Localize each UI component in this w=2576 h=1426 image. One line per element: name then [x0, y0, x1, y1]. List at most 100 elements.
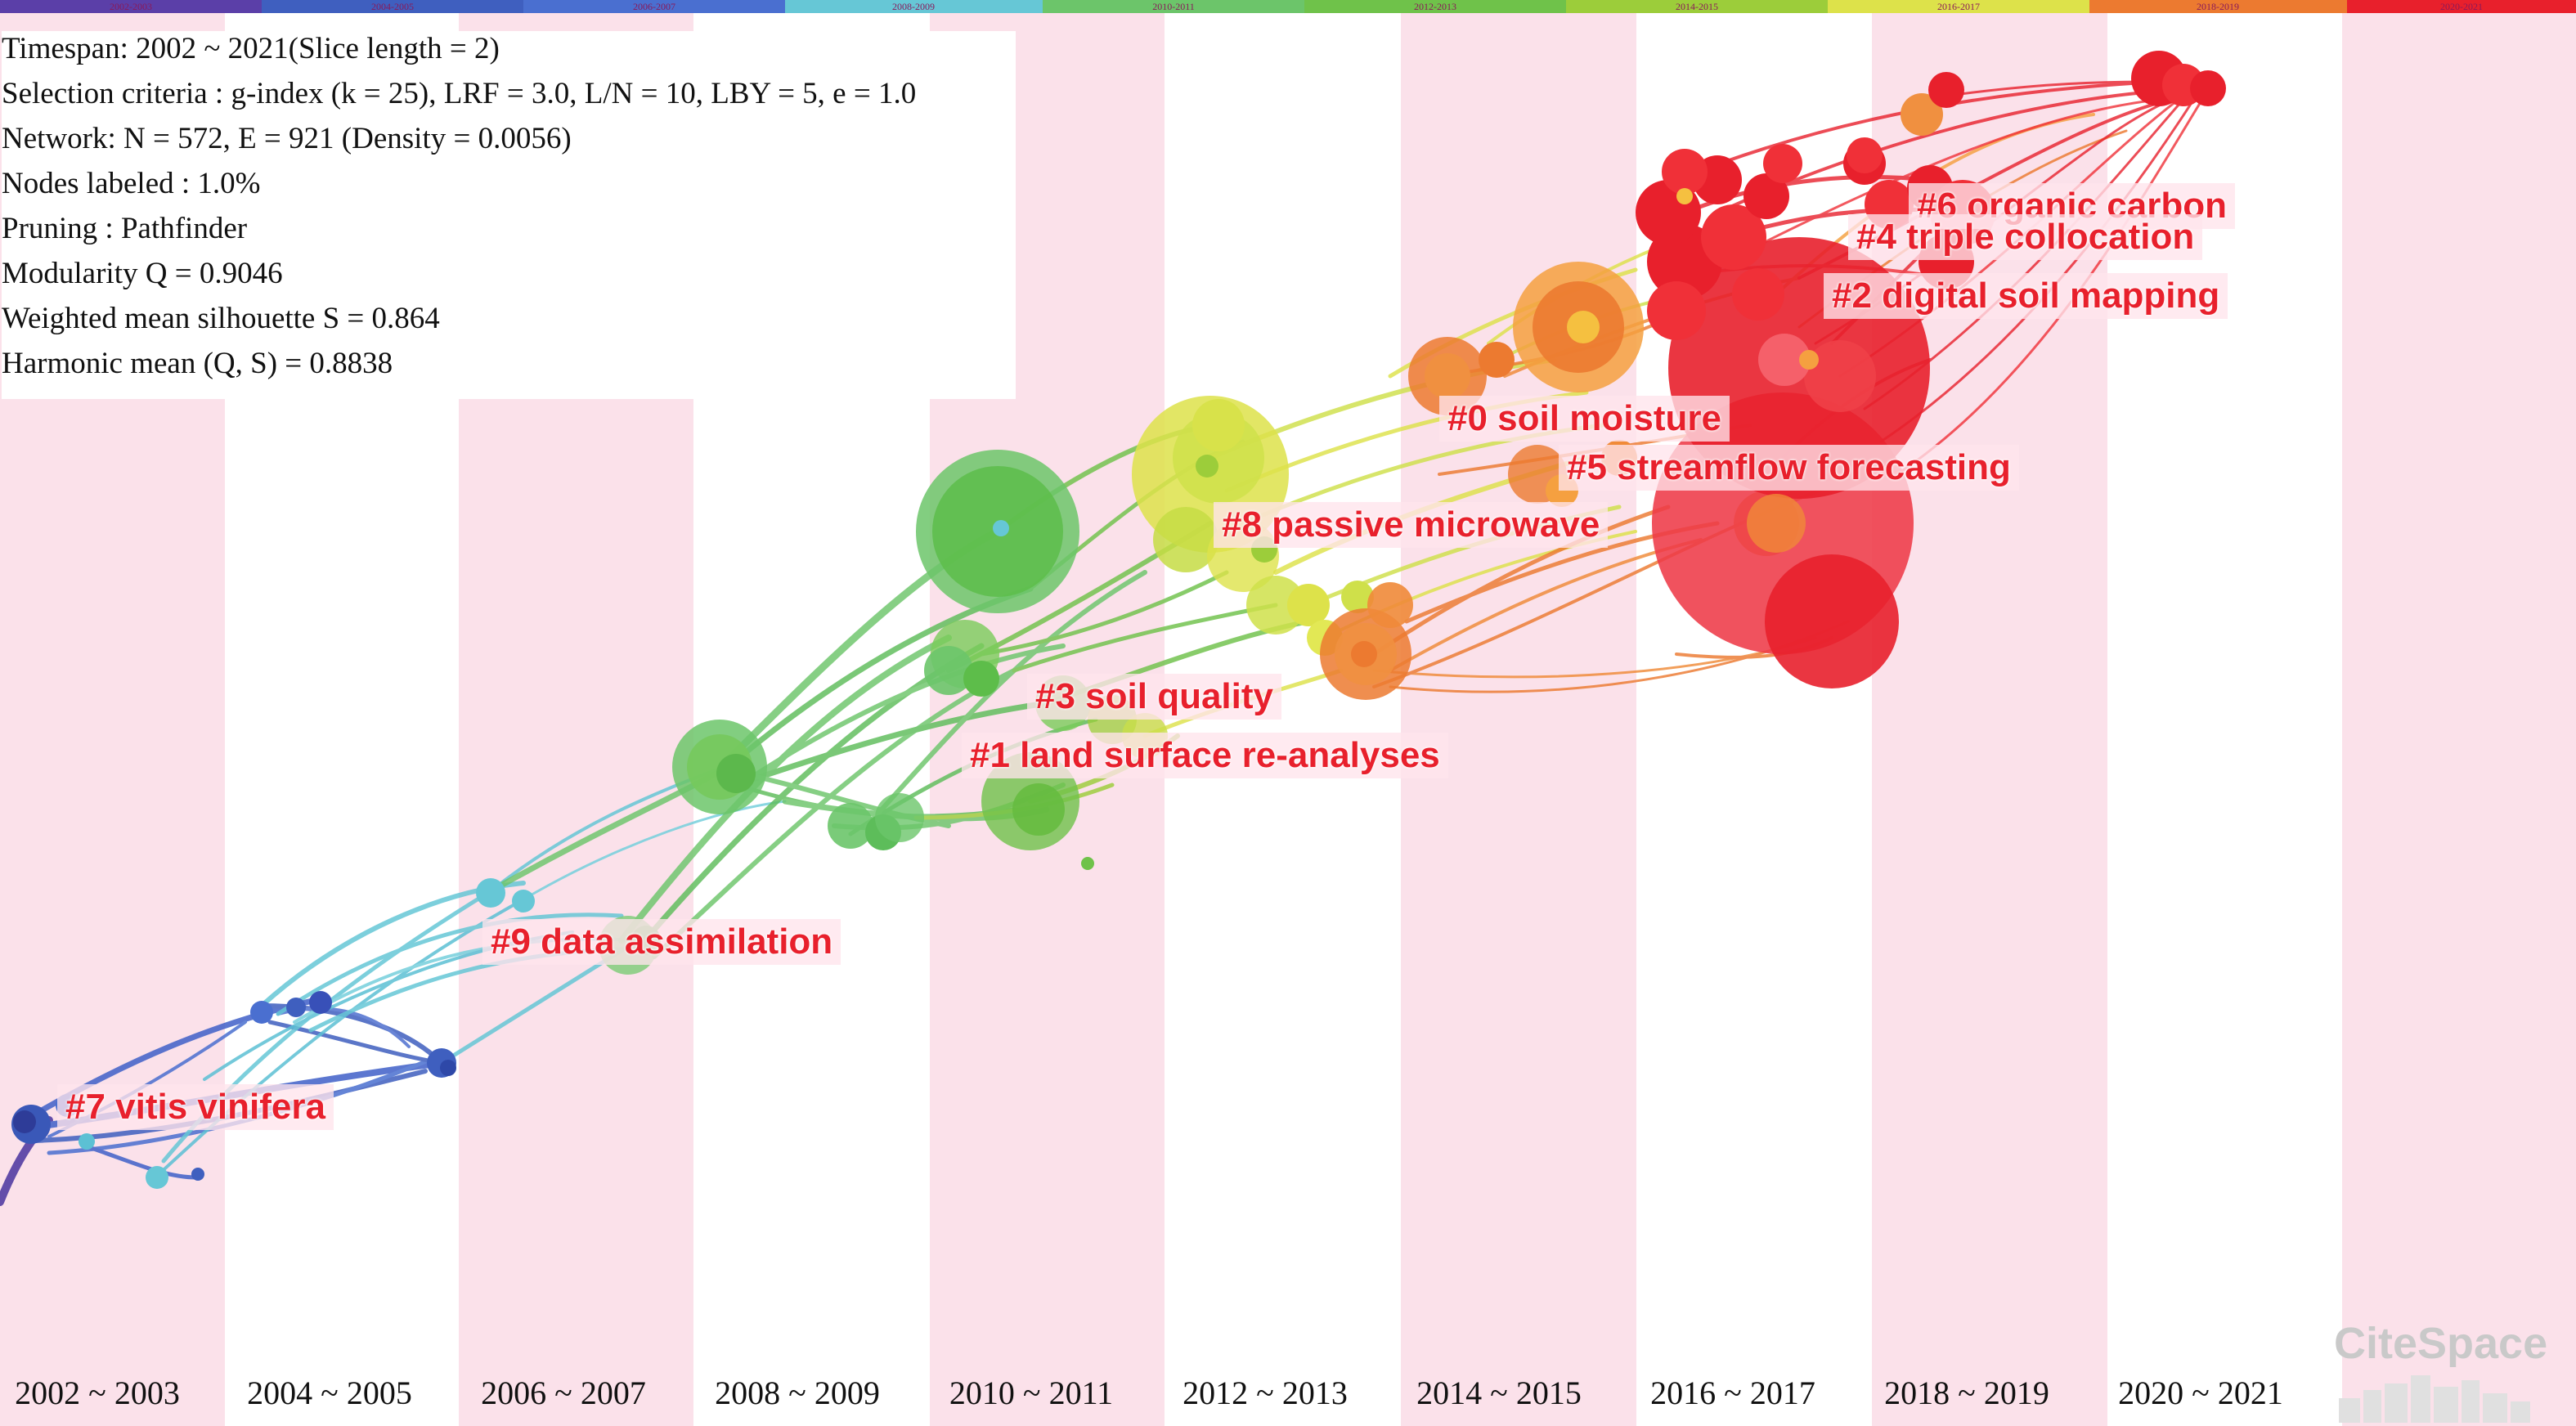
cluster-label-2: #2 digital soil mapping — [1824, 273, 2228, 319]
cluster-label-9: #9 data assimilation — [482, 919, 841, 965]
network-link — [652, 668, 1016, 959]
network-node — [1799, 350, 1819, 370]
network-link — [979, 570, 1229, 657]
time-color-label: 2008-2009 — [892, 1, 935, 12]
network-node — [1928, 72, 1964, 108]
time-color-segment — [2089, 0, 2347, 13]
network-link — [1012, 603, 1278, 673]
network-node — [716, 754, 756, 793]
column-band — [2342, 0, 2576, 1426]
year-label: 2010 ~ 2011 — [949, 1374, 1114, 1411]
network-node — [1901, 93, 1943, 136]
time-color-label: 2012-2013 — [1414, 1, 1456, 12]
network-node — [1765, 554, 1899, 688]
time-color-label: 2006-2007 — [633, 1, 675, 12]
network-link — [1757, 96, 2177, 247]
stats-selection-criteria: Selection criteria : g-index (k = 25), L… — [2, 77, 917, 110]
year-label: 2014 ~ 2015 — [1416, 1374, 1582, 1411]
time-color-segment — [785, 0, 1043, 13]
network-link — [733, 700, 1050, 788]
nodes-green — [672, 450, 1168, 870]
network-node — [875, 793, 924, 842]
network-node — [1732, 268, 1784, 321]
cluster-label-5: #5 streamflow forecasting — [1559, 445, 2019, 491]
network-node — [1676, 188, 1693, 204]
network-stats-panel: Timespan: 2002 ~ 2021(Slice length = 2) … — [2, 31, 1016, 399]
year-label: 2008 ~ 2009 — [715, 1374, 880, 1411]
network-node — [440, 1060, 456, 1076]
network-node — [1246, 576, 1305, 635]
network-node — [1662, 149, 1708, 195]
network-node — [1341, 581, 1374, 613]
time-color-segment — [1043, 0, 1304, 13]
network-node — [191, 1168, 204, 1181]
network-node — [146, 1166, 168, 1189]
network-node — [1758, 334, 1811, 386]
stats-timespan: Timespan: 2002 ~ 2021(Slice length = 2) — [2, 32, 500, 65]
time-color-label: 2020-2021 — [2440, 1, 2483, 12]
time-color-label: 2002-2003 — [110, 1, 152, 12]
time-color-label: 2014-2015 — [1676, 1, 1718, 12]
network-node — [2190, 70, 2226, 106]
time-color-segment — [262, 0, 523, 13]
stats-modularity: Modularity Q = 0.9046 — [2, 257, 283, 290]
citespace-logo: CiteSpace — [2322, 1316, 2568, 1423]
cluster-label-1: #1 land surface re-analyses — [962, 733, 1448, 778]
time-color-segment — [1828, 0, 2089, 13]
network-node — [309, 991, 332, 1014]
year-label: 2004 ~ 2005 — [247, 1374, 412, 1411]
network-node — [1153, 507, 1218, 572]
network-node — [1196, 455, 1218, 478]
year-label: 2012 ~ 2013 — [1183, 1374, 1348, 1411]
network-node — [1367, 582, 1413, 628]
network-node — [1479, 342, 1515, 378]
year-label: 2016 ~ 2017 — [1650, 1374, 1815, 1411]
network-node — [250, 1001, 273, 1024]
citespace-logo-skyline — [2339, 1375, 2530, 1423]
network-node — [1567, 311, 1600, 343]
network-node — [286, 998, 306, 1017]
network-node — [1081, 857, 1094, 870]
cluster-label-0: #0 soil moisture — [1439, 396, 1730, 442]
time-color-segment — [0, 0, 262, 13]
network-node — [476, 878, 505, 908]
network-link — [618, 635, 952, 944]
network-node — [1647, 281, 1706, 340]
network-node — [1012, 783, 1065, 836]
network-node — [1192, 399, 1245, 451]
time-color-segment — [523, 0, 785, 13]
nodes-early — [11, 991, 456, 1189]
network-node — [924, 646, 973, 695]
time-color-label: 2016-2017 — [1937, 1, 1980, 12]
network-node — [1701, 204, 1766, 270]
year-label: 2018 ~ 2019 — [1884, 1374, 2049, 1411]
network-link — [79, 1142, 199, 1180]
time-color-segment — [1566, 0, 1828, 13]
network-link — [750, 643, 1066, 779]
network-link — [1371, 504, 1671, 657]
network-node — [1747, 494, 1806, 553]
network-node — [1847, 137, 1883, 173]
stats-network: Network: N = 572, E = 921 (Density = 0.0… — [2, 122, 572, 155]
year-label: 2006 ~ 2007 — [481, 1374, 646, 1411]
network-node — [993, 520, 1009, 536]
network-node — [1287, 584, 1330, 626]
network-node — [1804, 340, 1876, 412]
time-color-bar — [0, 0, 2576, 13]
network-link — [276, 913, 624, 1016]
network-link — [522, 800, 787, 901]
network-node — [79, 1133, 95, 1150]
time-color-labels: 2002-2003 2004-2005 2006-2007 2008-2009 … — [110, 1, 2483, 12]
network-node — [1351, 641, 1377, 667]
cluster-label-8: #8 passive microwave — [1214, 502, 1609, 548]
column-band — [1401, 0, 1636, 1426]
time-color-segment — [1304, 0, 1566, 13]
stats-harmonic-mean: Harmonic mean (Q, S) = 0.8838 — [2, 347, 393, 380]
time-color-label: 2004-2005 — [371, 1, 414, 12]
network-node — [828, 803, 873, 849]
network-node — [1744, 173, 1789, 219]
year-label: 2020 ~ 2021 — [2118, 1374, 2283, 1411]
year-label: 2002 ~ 2003 — [15, 1374, 180, 1411]
time-color-label: 2010-2011 — [1152, 1, 1195, 12]
citespace-logo-text: CiteSpace — [2334, 1319, 2548, 1368]
